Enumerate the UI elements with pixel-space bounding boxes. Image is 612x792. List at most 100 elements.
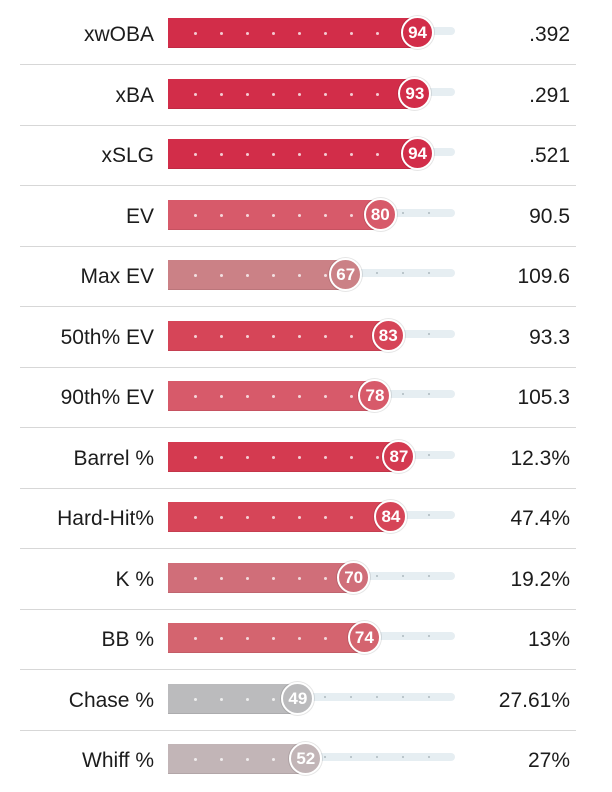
metric-value: 19.2% — [510, 567, 570, 591]
bar-dot — [376, 92, 379, 96]
metric-row: Max EV 67 109.6 — [0, 247, 612, 307]
track-dot — [428, 514, 430, 516]
metric-label: Barrel % — [73, 446, 154, 470]
bar-dot — [298, 334, 301, 338]
bar-dot — [194, 334, 197, 338]
percentile-bar — [168, 562, 355, 593]
metric-label: xBA — [115, 83, 154, 107]
track-dot — [376, 695, 378, 698]
percentile-bar — [168, 18, 419, 48]
track-dot — [402, 272, 404, 274]
bar-dot — [220, 576, 223, 580]
metric-label: Whiff % — [82, 749, 154, 772]
row-divider — [20, 608, 576, 610]
metric-row: Whiff % 52 27% — [0, 731, 612, 791]
percentile-badge: 80 — [363, 197, 397, 231]
bar-dot — [272, 153, 275, 156]
bar-dot — [194, 395, 197, 398]
bar-dot — [376, 153, 379, 156]
bar-dot — [376, 32, 379, 35]
row-divider — [20, 669, 576, 670]
metric-value: 105.3 — [517, 386, 570, 409]
bar-dot — [350, 92, 353, 96]
row-divider — [20, 427, 576, 428]
metric-value: 109.6 — [517, 265, 570, 288]
bar-dot — [350, 213, 353, 217]
bar-dot — [298, 637, 301, 640]
bar-dot — [298, 274, 301, 277]
percentile-badge: 70 — [337, 560, 371, 594]
percentile-bar — [168, 381, 376, 411]
bar-dot — [220, 697, 223, 701]
metric-row: BB % 74 13% — [0, 610, 612, 670]
bar-dot — [220, 153, 223, 156]
metric-label: Max EV — [80, 265, 154, 288]
metric-row: K % 70 19.2% — [0, 550, 612, 610]
percentile-badge: 94 — [401, 137, 435, 170]
row-divider — [20, 548, 576, 549]
bar-dot — [324, 455, 327, 459]
percentile-bar — [168, 623, 365, 653]
track-dot — [402, 211, 404, 214]
percentile-bar — [168, 502, 392, 532]
bar-dot — [272, 395, 275, 398]
percentile-badge: 78 — [358, 379, 392, 412]
track-dot — [428, 393, 430, 395]
track-dot — [350, 695, 352, 698]
bar-dot — [324, 395, 327, 398]
bar-dot — [246, 455, 249, 459]
metric-value: 12.3% — [510, 446, 570, 470]
bar-dot — [350, 455, 353, 459]
percentile-badge: 52 — [289, 742, 323, 775]
bar-dot — [350, 395, 353, 398]
bar-dot — [324, 334, 327, 338]
metric-label: EV — [125, 204, 154, 228]
bar-dot — [220, 32, 223, 35]
bar-dot — [194, 274, 197, 277]
percentile-bar — [168, 441, 400, 472]
row-divider — [20, 487, 576, 489]
metric-label: 90th% EV — [60, 386, 154, 409]
bar-dot — [246, 153, 249, 156]
bar-dot — [194, 455, 197, 459]
bar-dot — [272, 455, 275, 459]
track-dot — [376, 756, 378, 758]
bar-dot — [272, 576, 275, 580]
bar-dot — [246, 395, 249, 398]
row-divider — [20, 185, 576, 186]
bar-dot — [324, 576, 327, 580]
metric-label: 50th% EV — [60, 325, 154, 349]
bar-dot — [194, 32, 197, 35]
bar-dot — [298, 92, 301, 96]
bar-dot — [350, 334, 353, 338]
bar-dot — [272, 213, 275, 217]
track-dot — [428, 635, 430, 637]
track-dot — [402, 695, 404, 698]
bar-dot — [350, 32, 353, 35]
bar-dot — [298, 516, 301, 519]
bar-dot — [220, 758, 223, 761]
bar-dot — [246, 334, 249, 338]
track-dot — [324, 756, 326, 758]
metric-row: xSLG 94 .521 — [0, 126, 612, 186]
bar-dot — [246, 576, 249, 580]
track-dot — [402, 574, 404, 577]
bar-dot — [220, 395, 223, 398]
bar-dot — [324, 274, 327, 277]
track-dot — [402, 756, 404, 758]
bar-dot — [324, 153, 327, 156]
metric-value: 47.4% — [510, 507, 570, 530]
track-dot — [428, 756, 430, 758]
percentile-bar — [168, 320, 389, 351]
percentile-badge: 84 — [374, 500, 408, 533]
bar-dot — [324, 516, 327, 519]
track-dot — [402, 393, 404, 395]
bar-dot — [194, 637, 197, 640]
bar-dot — [220, 213, 223, 217]
bar-dot — [220, 92, 223, 96]
row-divider — [20, 306, 576, 307]
bar-dot — [194, 92, 197, 96]
metric-label: BB % — [101, 628, 154, 651]
bar-dot — [298, 455, 301, 459]
bar-dot — [298, 395, 301, 398]
